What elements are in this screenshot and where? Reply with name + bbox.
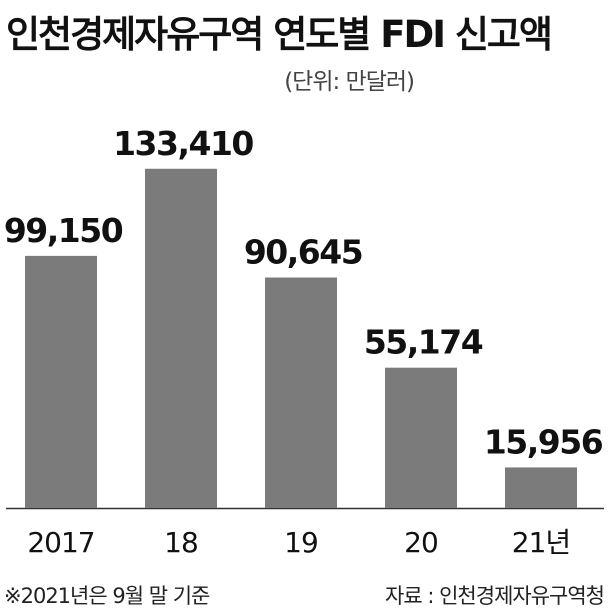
bar-21년 bbox=[505, 467, 577, 508]
data-label-18: 133,410 bbox=[113, 124, 253, 163]
bar-20 bbox=[385, 367, 457, 508]
data-label-21년: 15,956 bbox=[484, 422, 603, 461]
data-label-19: 90,645 bbox=[244, 233, 362, 272]
bar-18 bbox=[145, 168, 217, 508]
bar-19 bbox=[265, 277, 337, 508]
bar-2017 bbox=[25, 255, 97, 508]
x-tick-label-20: 20 bbox=[404, 526, 438, 559]
x-tick-label-21년: 21년 bbox=[512, 526, 570, 559]
x-tick-label-2017: 2017 bbox=[27, 526, 94, 559]
data-label-2017: 99,150 bbox=[4, 211, 123, 250]
source-label: 자료 : 인천경제자유구역청 bbox=[385, 584, 605, 608]
data-label-20: 55,174 bbox=[364, 323, 483, 362]
chart-title: 인천경제자유구역 연도별 FDI 신고액 bbox=[6, 13, 553, 56]
footnote: ※2021년은 9월 말 기준 bbox=[4, 584, 210, 608]
x-tick-label-19: 19 bbox=[284, 526, 318, 559]
bar-chart: 99,150 2017 133,410 18 90,645 19 55,174 20 15,95… bbox=[4, 124, 604, 559]
x-tick-label-18: 18 bbox=[164, 526, 198, 559]
unit-label: (단위: 만달러) bbox=[284, 69, 415, 95]
